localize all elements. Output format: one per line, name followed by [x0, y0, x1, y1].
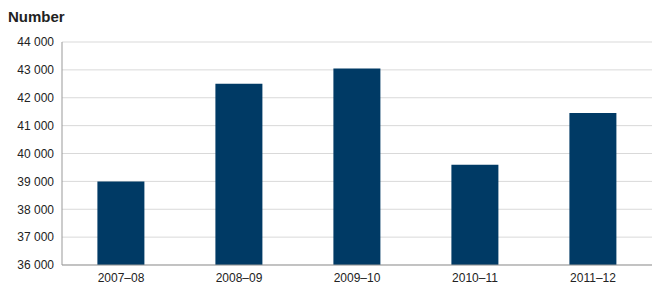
svg-text:36 000: 36 000: [17, 258, 54, 272]
svg-text:2007–08: 2007–08: [98, 271, 145, 285]
svg-text:38 000: 38 000: [17, 203, 54, 217]
html-text:Number: Number: [8, 8, 65, 25]
svg-text:44 000: 44 000: [17, 35, 54, 49]
svg-text:2009–10: 2009–10: [334, 271, 381, 285]
svg-text:43 000: 43 000: [17, 63, 54, 77]
svg-text:2010–11: 2010–11: [452, 271, 498, 285]
svg-text:40 000: 40 000: [17, 147, 54, 161]
svg-text:2011–12: 2011–12: [570, 271, 616, 285]
svg-text:37 000: 37 000: [17, 230, 54, 244]
svg-text:2008–09: 2008–09: [216, 271, 263, 285]
svg-text:41 000: 41 000: [17, 119, 54, 133]
svg-text:42 000: 42 000: [17, 91, 54, 105]
svg-text:39 000: 39 000: [17, 175, 54, 189]
